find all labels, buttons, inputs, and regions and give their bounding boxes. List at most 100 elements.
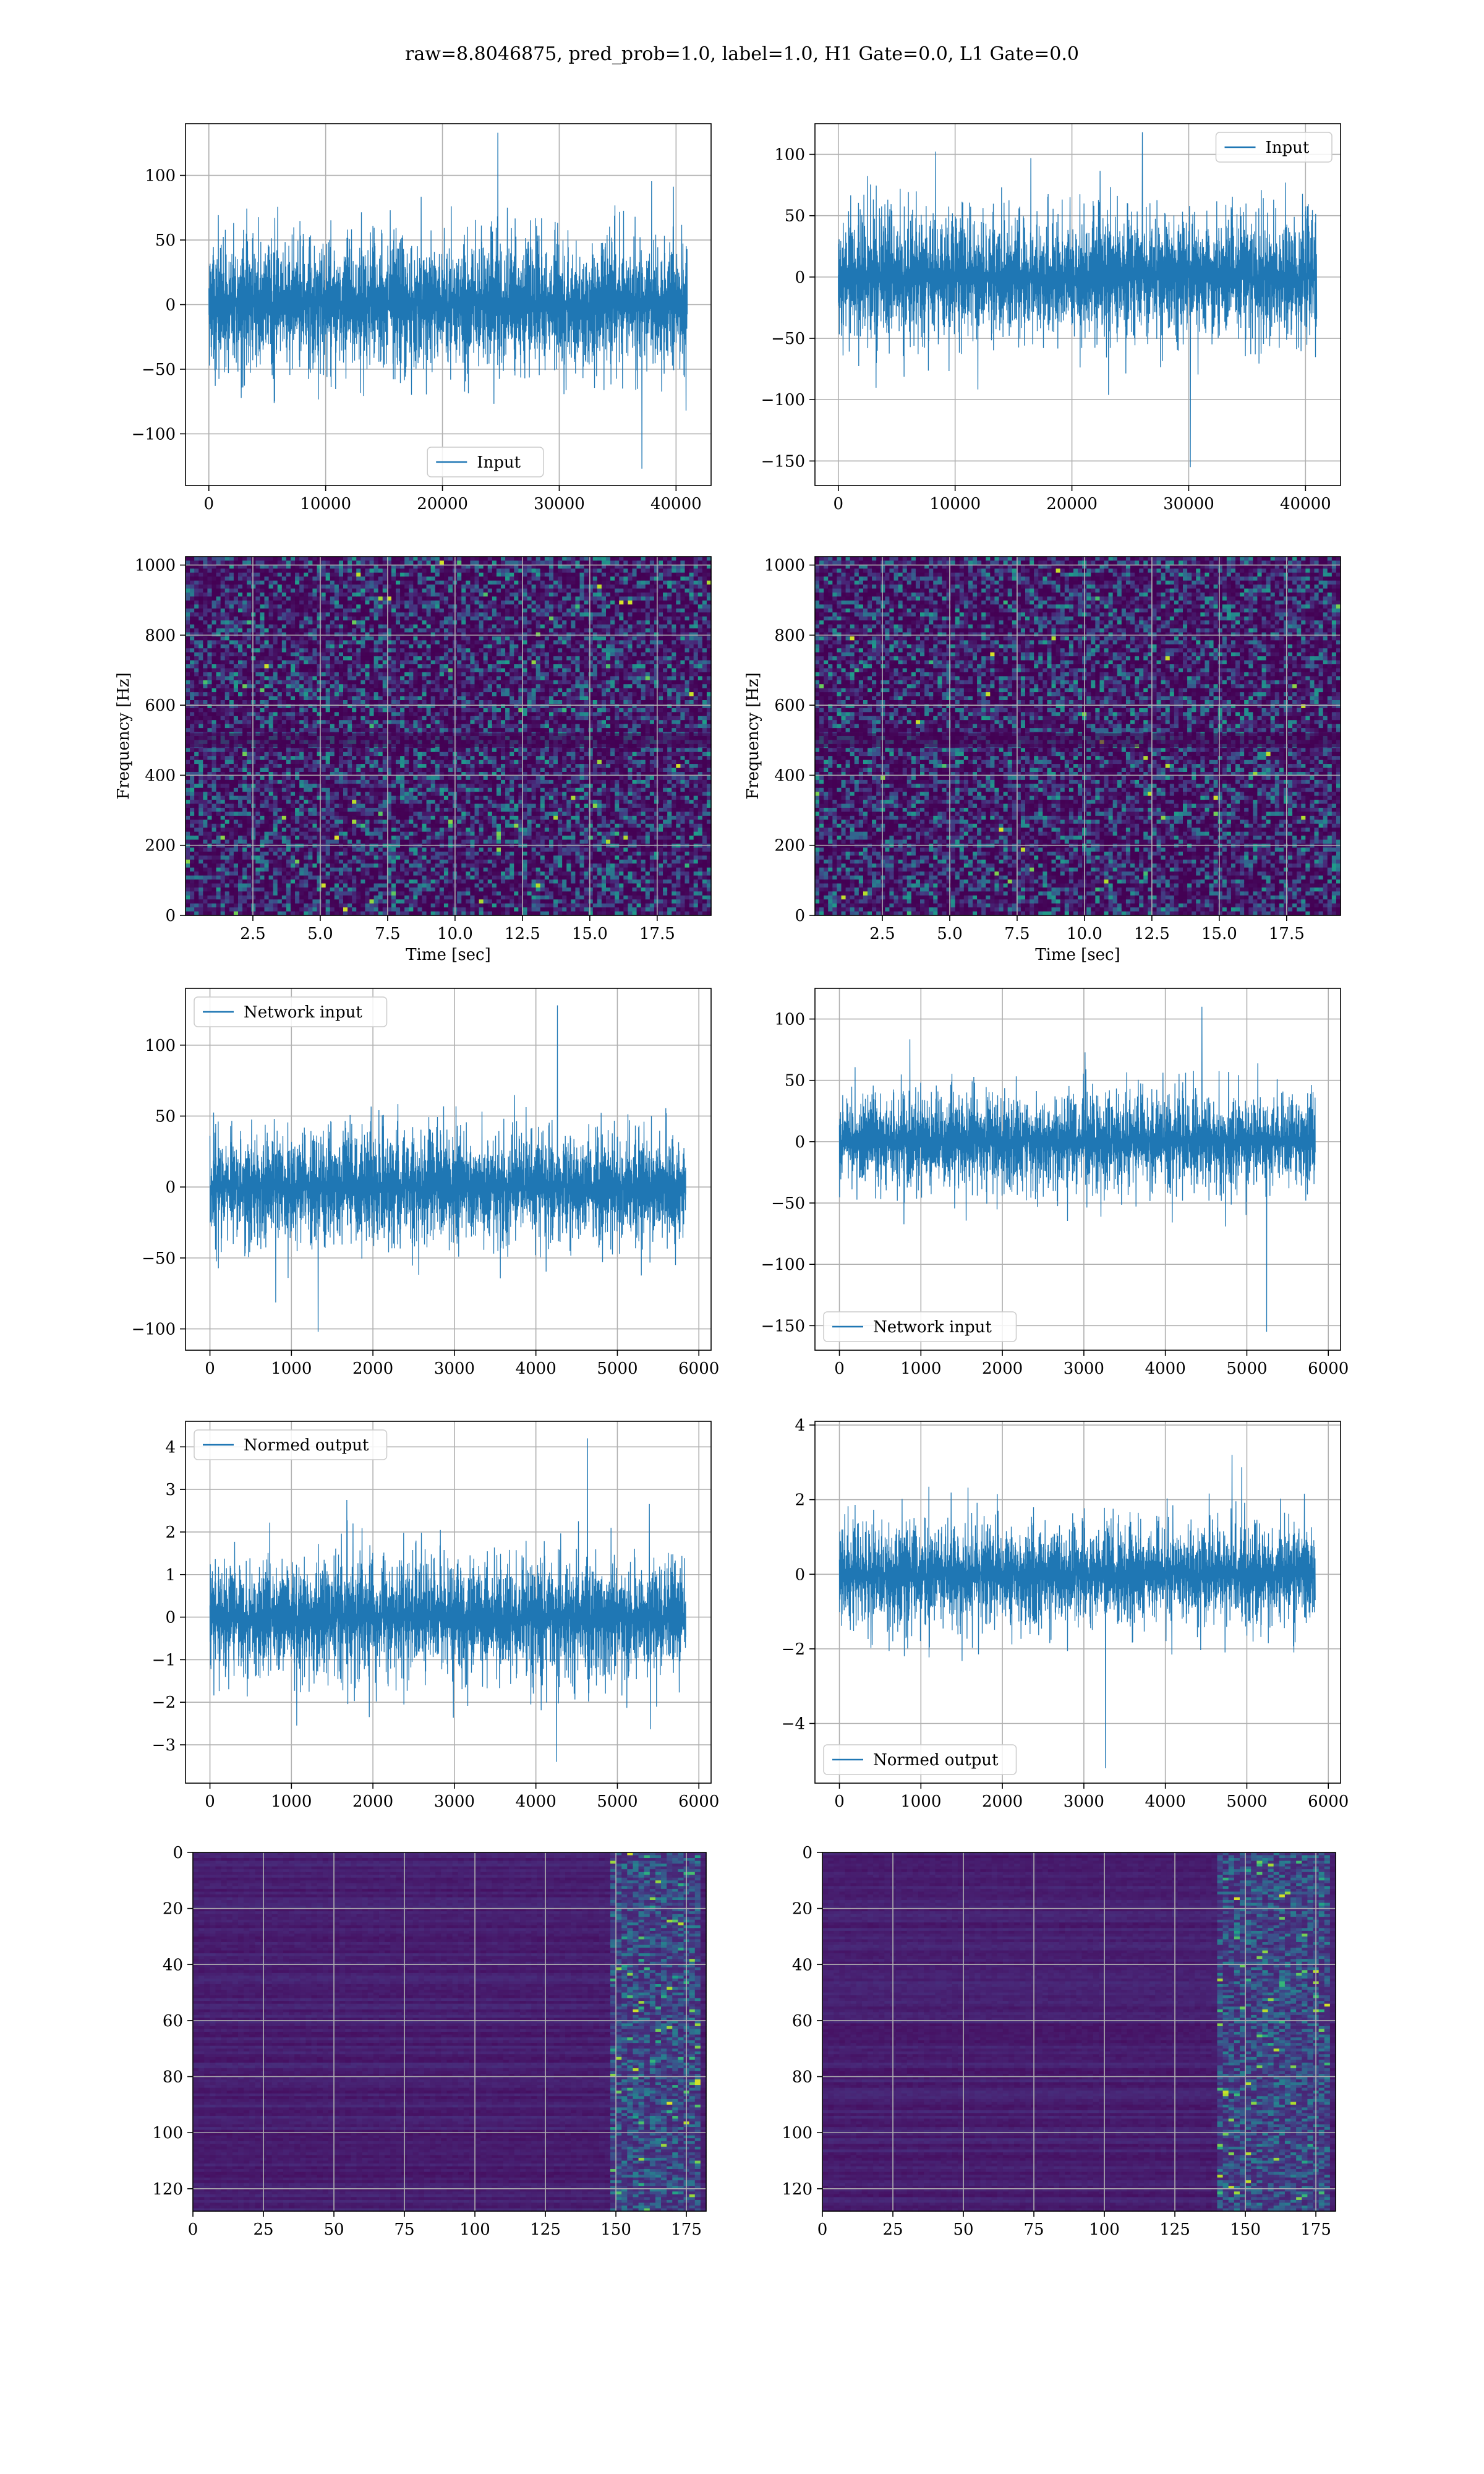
spectrogram-cell xyxy=(400,752,405,756)
spectrogram-cell xyxy=(413,625,418,629)
spectrogram-cell xyxy=(343,832,348,836)
spectrogram-cell xyxy=(370,625,375,629)
spectrogram-cell xyxy=(242,780,247,784)
spectrogram-cell xyxy=(330,847,335,852)
spectrogram-cell xyxy=(339,852,344,856)
spectrogram-cell xyxy=(365,720,370,724)
spectrogram-cell xyxy=(260,891,265,896)
spectrogram-cell xyxy=(383,696,388,701)
spectrogram-cell xyxy=(234,560,239,565)
spectrogram-cell xyxy=(404,752,409,756)
spectrogram-cell xyxy=(339,589,344,593)
spectrogram-cell xyxy=(221,668,226,672)
spectrogram-cell xyxy=(242,852,247,856)
spectrogram-cell xyxy=(326,748,331,752)
spectrogram-cell xyxy=(291,636,296,641)
spectrogram-cell xyxy=(322,824,326,828)
spectrogram-cell xyxy=(312,620,317,625)
spectrogram-cell xyxy=(194,788,199,792)
spectrogram-cell xyxy=(291,808,296,812)
spectrogram-cell xyxy=(207,692,212,696)
spectrogram-cell xyxy=(370,855,375,860)
spectrogram-cell xyxy=(282,804,287,808)
spectrogram-cell xyxy=(234,836,239,840)
spectrogram-cell xyxy=(312,876,317,880)
spectrogram-cell xyxy=(273,581,278,585)
spectrogram-cell xyxy=(194,620,199,625)
spectrogram-cell xyxy=(343,800,348,804)
spectrogram-cell xyxy=(348,596,352,601)
spectrogram-cell xyxy=(207,720,212,724)
spectrogram-cell xyxy=(322,764,326,768)
spectrogram-cell xyxy=(356,756,361,760)
spectrogram-cell xyxy=(190,653,195,657)
spectrogram-cell xyxy=(291,852,296,856)
spectrogram-cell xyxy=(198,844,203,848)
spectrogram-cell xyxy=(348,828,352,832)
spectrogram-cell xyxy=(203,708,208,713)
spectrogram-cell xyxy=(299,728,304,732)
spectrogram-cell xyxy=(348,584,352,589)
spectrogram-cell xyxy=(198,716,203,721)
spectrogram-cell xyxy=(391,593,396,597)
spectrogram-cell xyxy=(417,568,422,573)
spectrogram-cell xyxy=(343,676,348,680)
spectrogram-cell xyxy=(265,784,270,788)
spectrogram-cell xyxy=(317,907,322,912)
spectrogram-cell xyxy=(308,596,313,601)
spectrogram-cell xyxy=(194,860,199,864)
spectrogram-cell xyxy=(198,557,203,561)
spectrogram-cell xyxy=(348,676,352,680)
spectrogram-cell xyxy=(186,684,190,688)
spectrogram-cell xyxy=(348,581,352,585)
spectrogram-cell xyxy=(216,728,221,732)
spectrogram-cell xyxy=(282,589,287,593)
spectrogram-cell xyxy=(317,868,322,872)
spectrogram-cell xyxy=(312,728,317,732)
spectrogram-cell xyxy=(225,636,230,641)
spectrogram-cell xyxy=(396,648,401,653)
spectrogram-cell xyxy=(409,720,414,724)
spectrogram-cell xyxy=(295,728,300,732)
spectrogram-cell xyxy=(365,560,370,565)
spectrogram-cell xyxy=(374,604,379,609)
spectrogram-cell xyxy=(352,688,357,693)
spectrogram-cell xyxy=(194,604,199,609)
spectrogram-cell xyxy=(330,816,335,820)
spectrogram-cell xyxy=(417,589,422,593)
spectrogram-cell xyxy=(216,768,221,773)
spectrogram-cell xyxy=(212,560,217,565)
spectrogram-cell xyxy=(194,816,199,820)
spectrogram-cell xyxy=(198,868,203,872)
spectrogram-cell xyxy=(247,880,252,884)
spectrogram-cell xyxy=(383,672,388,677)
spectrogram-cell xyxy=(356,855,361,860)
legend-label: Input xyxy=(477,453,521,472)
spectrogram-cell xyxy=(422,676,427,680)
spectrogram-cell xyxy=(360,832,365,836)
spectrogram-cell xyxy=(273,676,278,680)
spectrogram-cell xyxy=(260,828,265,832)
spectrogram-cell xyxy=(370,847,375,852)
spectrogram-cell xyxy=(269,648,274,653)
spectrogram-cell xyxy=(417,640,422,644)
spectrogram-cell xyxy=(365,640,370,644)
spectrogram-cell xyxy=(326,863,331,868)
spectrogram-cell xyxy=(216,780,221,784)
spectrogram-cell xyxy=(400,871,405,876)
spectrogram-cell xyxy=(238,632,243,636)
spectrogram-cell xyxy=(221,573,226,577)
spectrogram-cell xyxy=(356,560,361,565)
spectrogram-cell xyxy=(207,824,212,828)
spectrogram-cell xyxy=(335,888,339,892)
spectrogram-cell xyxy=(291,628,296,633)
spectrogram-cell xyxy=(212,896,217,900)
spectrogram-cell xyxy=(299,868,304,872)
spectrogram-cell xyxy=(330,808,335,812)
spectrogram-cell xyxy=(251,661,256,665)
spectrogram-cell xyxy=(194,573,199,577)
spectrogram-cell xyxy=(269,700,274,704)
spectrogram-cell xyxy=(186,609,190,613)
spectrogram-cell xyxy=(234,708,239,713)
spectrogram-cell xyxy=(255,876,260,880)
